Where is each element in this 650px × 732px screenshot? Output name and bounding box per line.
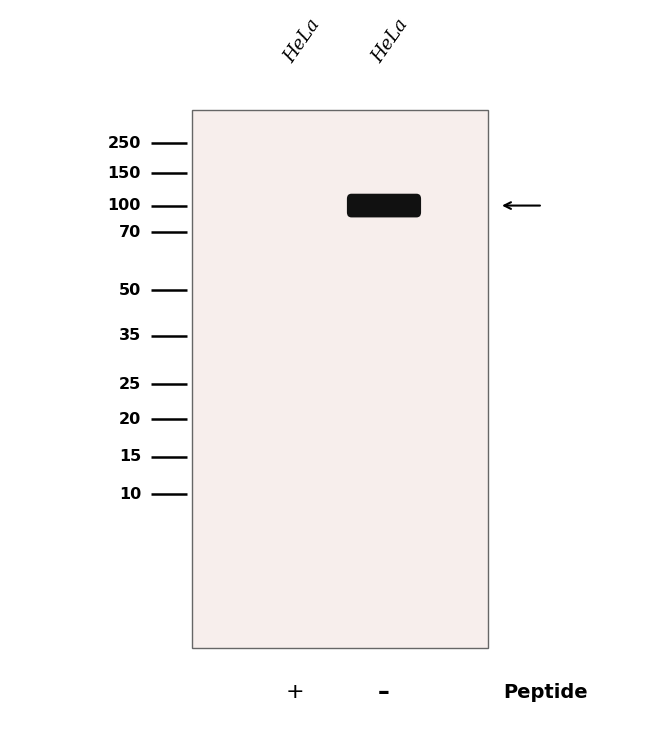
Text: 70: 70 (119, 225, 141, 240)
Bar (192, 110, 488, 648)
Text: 50: 50 (119, 283, 141, 297)
Text: HeLa: HeLa (281, 15, 324, 66)
Text: HeLa: HeLa (369, 15, 412, 66)
Text: 35: 35 (119, 328, 141, 343)
Text: 25: 25 (119, 377, 141, 392)
Text: 250: 250 (108, 135, 141, 151)
Text: 20: 20 (119, 411, 141, 427)
FancyBboxPatch shape (347, 194, 421, 217)
Text: 15: 15 (119, 449, 141, 464)
Text: 150: 150 (108, 165, 141, 181)
Text: +: + (286, 682, 305, 703)
Text: –: – (378, 681, 390, 704)
Text: 100: 100 (108, 198, 141, 213)
Text: 10: 10 (119, 487, 141, 502)
Text: Peptide: Peptide (504, 683, 588, 702)
